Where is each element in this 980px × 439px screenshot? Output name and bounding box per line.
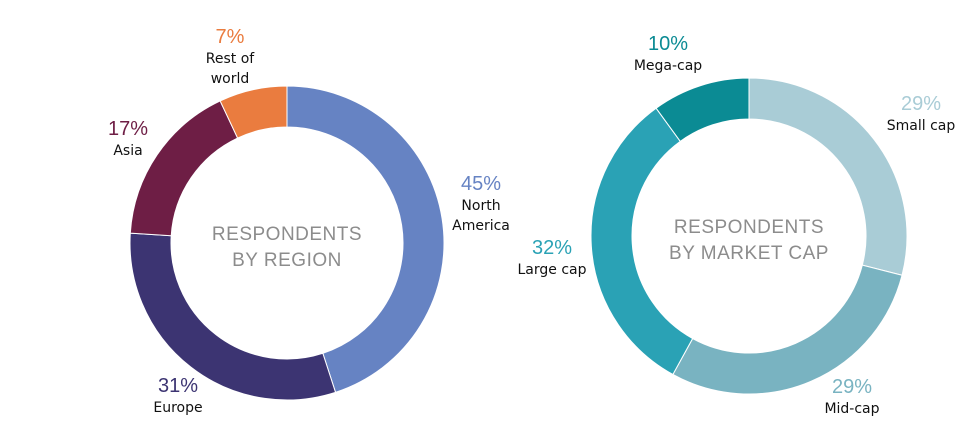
category-label-north-america: America <box>452 218 510 234</box>
value-label-europe: 31% <box>158 375 198 397</box>
chart-title: RESPONDENTS <box>674 217 824 238</box>
donut-region: 45% North America 31% Europe 17% Asia 7% Rest of… <box>108 26 510 416</box>
chart-title: BY REGION <box>232 250 342 271</box>
category-label-mid-cap: Mid-cap <box>824 401 879 417</box>
category-label-europe: Europe <box>153 400 202 416</box>
value-label-mid-cap: 29% <box>832 376 872 398</box>
value-label-north-america: 45% <box>461 173 501 195</box>
chart-title: RESPONDENTS <box>212 224 362 245</box>
value-label-rest-of-world: 7% <box>216 26 245 48</box>
value-label-asia: 17% <box>108 118 148 140</box>
donut-marketcap: 29% Small cap 29% Mid-cap 32% Large cap 10% Meg… <box>517 33 955 417</box>
category-label-rest-of-world: Rest of <box>206 51 256 67</box>
category-label-mega-cap: Mega-cap <box>634 58 702 74</box>
category-label-north-america: North <box>461 198 500 214</box>
slice-rest-of-world <box>219 85 288 139</box>
category-label-asia: Asia <box>113 143 142 159</box>
slice-mid-cap <box>672 264 903 395</box>
chart-title: BY MARKET CAP <box>669 243 829 264</box>
slice-north-america <box>286 85 445 393</box>
value-label-mega-cap: 10% <box>648 33 688 55</box>
category-label-small-cap: Small cap <box>887 118 956 134</box>
category-label-large-cap: Large cap <box>517 262 586 278</box>
value-label-small-cap: 29% <box>901 93 941 115</box>
slice-large-cap <box>590 107 694 376</box>
category-label-rest-of-world: world <box>211 71 250 87</box>
value-label-large-cap: 32% <box>532 237 572 259</box>
slice-mega-cap <box>655 77 750 143</box>
